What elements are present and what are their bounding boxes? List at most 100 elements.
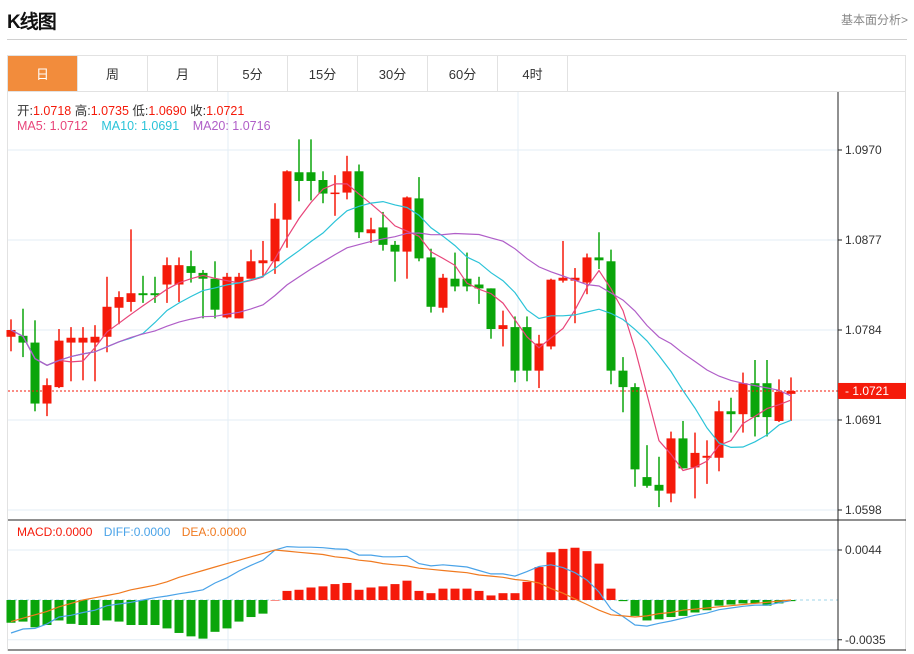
candle-body — [498, 325, 508, 330]
tab-30min[interactable]: 30分 — [358, 56, 428, 91]
candle-body — [510, 327, 520, 371]
candle-body — [702, 455, 712, 458]
candle-body — [630, 387, 640, 470]
candle-body — [222, 276, 232, 318]
candle-body — [186, 266, 196, 273]
tab-day[interactable]: 日 — [8, 56, 78, 91]
candle-body — [342, 171, 352, 193]
candle-body — [654, 484, 664, 491]
chart-frame — [7, 55, 906, 651]
macd-bar — [318, 586, 328, 600]
macd-bar — [54, 600, 64, 621]
macd-bar — [222, 600, 232, 629]
macd-bar — [138, 600, 148, 625]
macd-bar — [486, 595, 496, 600]
candle-body — [642, 477, 652, 486]
candle-body — [486, 288, 496, 330]
candle-body — [750, 383, 760, 418]
macd-bar — [282, 590, 292, 600]
open-label: 开: — [17, 104, 33, 118]
candle-body — [6, 330, 16, 337]
macd-bar — [6, 600, 16, 623]
candle-body — [270, 218, 280, 262]
candle-body — [534, 343, 544, 371]
macd-tick-label: -0.0035 — [845, 633, 886, 647]
candle-body — [558, 277, 568, 281]
ma10-legend: MA10: 1.0691 — [101, 119, 180, 133]
candle-body — [582, 257, 592, 283]
dea-line — [10, 549, 792, 623]
tab-week[interactable]: 周 — [78, 56, 148, 91]
candle-body — [102, 306, 112, 337]
macd-bar — [390, 584, 400, 600]
candle-body — [474, 284, 484, 289]
macd-bar — [450, 588, 460, 600]
candle-body — [150, 293, 160, 296]
macd-bar — [726, 600, 736, 605]
macd-bar — [102, 600, 112, 621]
candle-body — [762, 383, 772, 418]
page-title: K线图 — [7, 12, 57, 33]
macd-bar — [522, 581, 532, 600]
macd-bar — [570, 547, 580, 600]
candle-body — [54, 340, 64, 388]
ma-legend: MA5: 1.0712 MA10: 1.0691 MA20: 1.0716 — [17, 119, 271, 133]
tab-15min[interactable]: 15分 — [288, 56, 358, 91]
macd-bar — [558, 548, 568, 600]
price-tick-label: 1.0784 — [845, 323, 882, 337]
macd-bar — [210, 600, 220, 632]
macd-bar — [474, 590, 484, 600]
candle-body — [678, 438, 688, 469]
macd-bar — [654, 600, 664, 620]
fundamental-analysis-link[interactable]: 基本面分析> — [840, 13, 908, 27]
macd-tick-label: 0.0044 — [845, 543, 882, 557]
ma5-legend: MA5: 1.0712 — [17, 119, 88, 133]
candle-body — [354, 171, 364, 233]
candle-body — [330, 192, 340, 195]
tab-5min[interactable]: 5分 — [218, 56, 288, 91]
macd-bar — [702, 600, 712, 611]
candle-body — [522, 327, 532, 371]
candle-body — [546, 279, 556, 347]
ma5-line — [10, 183, 792, 472]
candle-body — [78, 337, 88, 343]
high-value: 1.0735 — [90, 104, 129, 118]
macd-bar — [162, 600, 172, 629]
macd-bar — [270, 600, 280, 601]
macd-bar — [414, 590, 424, 600]
candle-body — [294, 172, 304, 181]
macd-bar — [90, 600, 100, 625]
diff-line — [10, 545, 792, 634]
tab-60min[interactable]: 60分 — [428, 56, 498, 91]
macd-bar — [234, 600, 244, 622]
candle-body — [402, 197, 412, 252]
macd-bar — [294, 589, 304, 600]
tab-month[interactable]: 月 — [148, 56, 218, 91]
dea-value: DEA:0.0000 — [181, 525, 247, 539]
candle-body — [378, 227, 388, 245]
candle-body — [366, 229, 376, 234]
period-tabs: 日 周 月 5分 15分 30分 60分 4时 — [8, 56, 905, 92]
price-tick-label: 1.0877 — [845, 233, 882, 247]
candle-body — [162, 265, 172, 285]
ma20-line — [10, 232, 792, 397]
macd-bar — [366, 587, 376, 600]
macd-bar — [30, 600, 40, 628]
candle-body — [306, 172, 316, 181]
candle-body — [438, 277, 448, 308]
tab-4hour[interactable]: 4时 — [498, 56, 568, 91]
divider — [7, 39, 907, 40]
candle-body — [714, 411, 724, 458]
macd-bar — [678, 600, 688, 616]
candle-body — [18, 335, 28, 343]
macd-bar — [306, 587, 316, 600]
macd-bar — [738, 600, 748, 604]
candle-body — [282, 171, 292, 220]
macd-bar — [174, 600, 184, 633]
candle-body — [786, 390, 796, 394]
candle-body — [42, 385, 52, 404]
macd-legend: MACD:0.0000 DIFF:0.0000 DEA:0.0000 — [17, 525, 246, 539]
macd-bar — [714, 600, 724, 606]
candle-body — [318, 180, 328, 194]
